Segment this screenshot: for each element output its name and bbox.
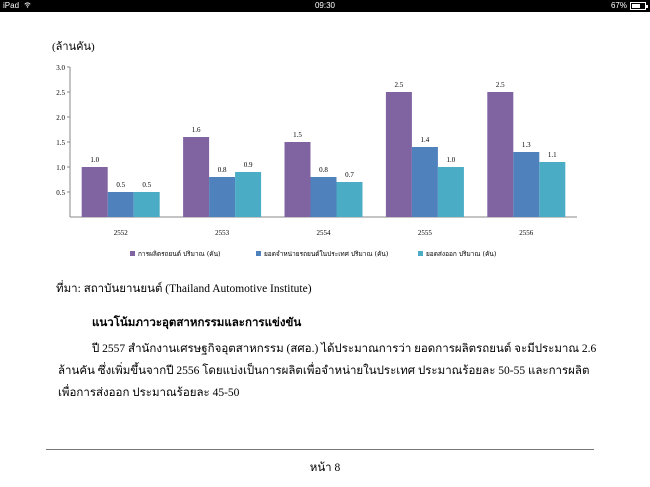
bar [133,192,160,217]
source-note: ที่มา: สถาบันยานยนต์ (Thailand Automotiv… [56,283,312,295]
data-label: 1.6 [192,126,201,134]
legend-label: ยอดจำหน่ายรถยนต์ในประเทศ ปริมาณ (คัน) [264,250,388,258]
data-label: 0.8 [218,166,227,174]
bar [411,147,438,217]
footer-divider [46,449,594,450]
page-number: หน้า 8 [309,462,341,474]
data-label: 1.3 [522,141,531,149]
y-tick-label: 2.5 [56,89,65,97]
x-tick-label: 2553 [215,229,230,237]
data-label: 1.4 [421,136,430,144]
data-label: 1.5 [293,131,302,139]
y-tick-label: 1.0 [56,164,65,172]
legend-swatch [418,251,423,256]
data-label: 0.5 [142,181,151,189]
legend-label: การผลิตรถยนต์ ปริมาณ (คัน) [138,250,221,258]
bar [209,177,236,217]
bar-chart: 0.5 1.0 1.5 2.0 2.5 3.0 1.0 0.5 0.5 2552 1.6 0.8 0.9… [56,64,577,258]
bar [385,92,412,217]
legend-swatch [130,251,135,256]
bar [336,182,363,217]
bar [107,192,134,217]
data-label: 1.0 [447,156,456,164]
legend-swatch [256,251,261,256]
legend-label: ยอดส่งออก ปริมาณ (คัน) [426,250,496,258]
bar [487,92,514,217]
bar [513,152,540,217]
bar [284,142,311,217]
data-label: 0.8 [319,166,328,174]
bar [235,172,262,217]
body-paragraph: ปี 2557 สำนักงานเศรษฐกิจอุตสาหกรรม (สศอ.… [58,343,597,399]
wifi-icon [24,2,31,8]
y-tick-label: 1.5 [56,139,65,147]
y-tick-label: 2.0 [56,114,65,122]
bar [539,162,566,217]
x-tick-label: 2555 [418,229,433,237]
device-name: iPad [3,1,20,10]
status-left: iPad [3,1,31,10]
x-tick-label: 2552 [114,229,129,237]
status-bar: iPad 09:30 67% [0,0,650,12]
y-tick-label: 3.0 [56,64,65,72]
data-label: 0.5 [116,181,125,189]
data-label: 0.7 [345,171,354,179]
data-label: 2.5 [395,81,404,89]
data-label: 2.5 [496,81,505,89]
battery-status: 67% [610,1,648,10]
x-tick-label: 2556 [519,229,534,237]
bar [437,167,464,217]
data-label: 0.9 [244,161,253,169]
chart-unit-label: (ล้านคัน) [52,41,95,53]
clock: 09:30 [314,1,336,10]
bar [310,177,337,217]
battery-icon [630,1,648,10]
battery-percent: 67% [610,1,627,10]
data-label: 1.1 [548,151,557,159]
x-tick-label: 2554 [317,229,332,237]
data-label: 1.0 [90,156,99,164]
bar [81,167,108,217]
section-heading: แนวโน้มภาวะอุตสาหกรรมและการแข่งขัน [92,317,302,329]
bar [183,137,210,217]
y-tick-label: 0.5 [56,189,65,197]
